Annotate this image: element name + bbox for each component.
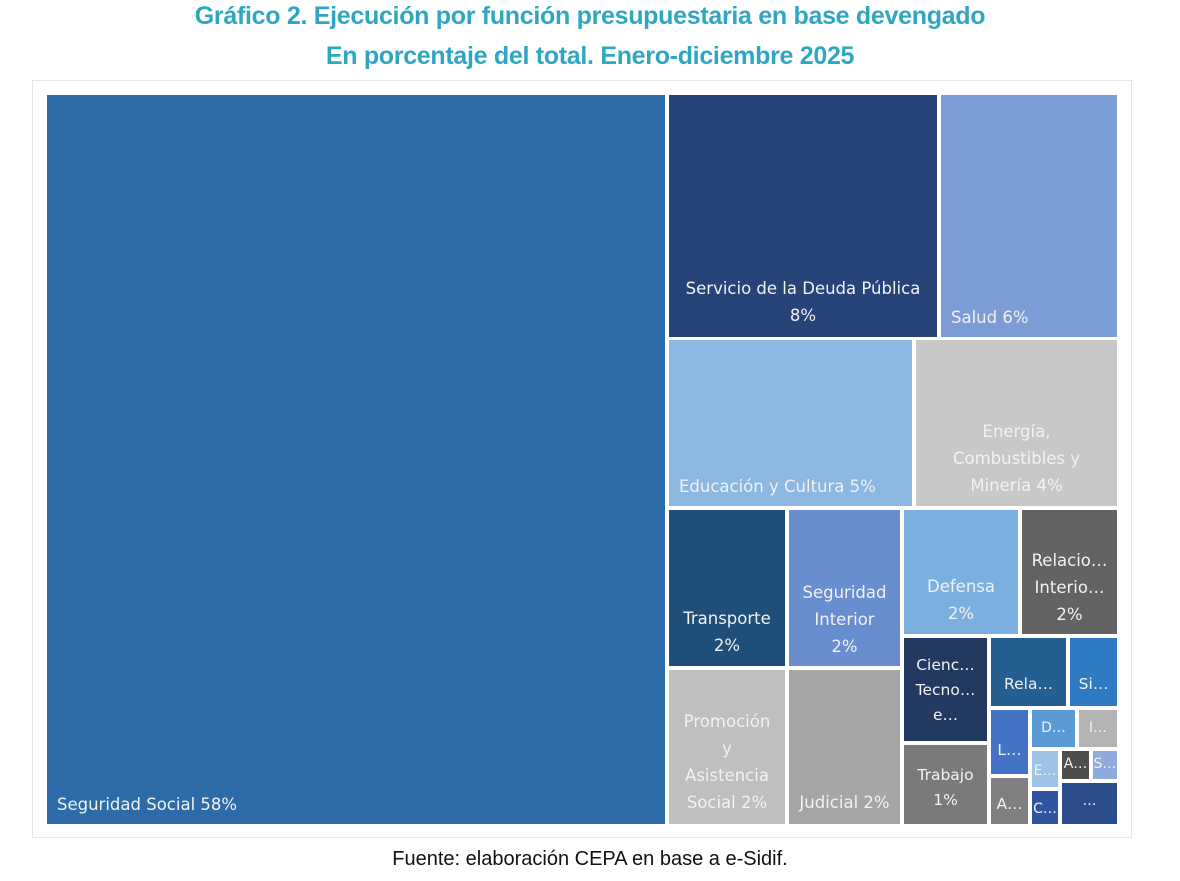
treemap-label-relaciones-interiores: Relacio… Interio… 2% [1031, 551, 1108, 624]
treemap-label-d: D… [1041, 720, 1066, 736]
treemap-label-ciencia: Cienc… Tecno… e… [915, 656, 976, 724]
treemap-cell-judicial: Judicial 2% [789, 670, 900, 824]
treemap-label-seguridad-interior: Seguridad Interior 2% [802, 583, 887, 656]
chart-title: Gráfico 2. Ejecución por función presupu… [194, 2, 986, 30]
treemap-cell-l: L… [991, 710, 1028, 774]
treemap-cell-a-grey: A… [991, 778, 1028, 824]
treemap-label-a-grey: A… [996, 795, 1023, 813]
treemap-label-l: L… [997, 741, 1022, 759]
treemap-label-si: Si… [1078, 675, 1109, 693]
treemap-label-judicial: Judicial 2% [799, 793, 890, 812]
treemap-label-educacion: Educación y Cultura 5% [679, 477, 876, 496]
treemap-label-other: … [1082, 793, 1097, 809]
treemap-cell-i: I… [1079, 710, 1117, 747]
treemap-label-promocion: Promoción y Asistencia Social 2% [683, 712, 771, 812]
treemap-cell-defensa: Defensa 2% [904, 510, 1018, 634]
treemap-cell-educacion: Educación y Cultura 5% [669, 340, 912, 506]
treemap-cell-promocion: Promoción y Asistencia Social 2% [669, 670, 785, 824]
treemap-cell-d: D… [1032, 710, 1075, 747]
treemap-cell-other: … [1062, 783, 1117, 824]
treemap-label-relaciones-exteriores: Rela… [1004, 675, 1053, 693]
treemap-cell-seguridad-interior: Seguridad Interior 2% [789, 510, 900, 666]
treemap-label-servicio-deuda: Servicio de la Deuda Pública 8% [685, 279, 921, 325]
treemap-label-seguridad-social: Seguridad Social 58% [57, 795, 238, 814]
chart-subtitle: En porcentaje del total. Enero-diciembre… [325, 42, 855, 70]
treemap-label-c: C… [1033, 801, 1057, 817]
treemap-cell-a-dark: A… [1062, 751, 1089, 779]
treemap-cell-transporte: Transporte 2% [669, 510, 785, 666]
treemap-cell-servicio-deuda: Servicio de la Deuda Pública 8% [669, 95, 937, 337]
treemap-cell-si: Si… [1070, 638, 1117, 706]
treemap-label-salud: Salud 6% [951, 308, 1029, 327]
treemap-cell-seguridad-social: Seguridad Social 58% [47, 95, 665, 824]
treemap-cell-ciencia: Cienc… Tecno… e… [904, 638, 987, 741]
treemap-label-transporte: Transporte 2% [683, 609, 771, 655]
treemap-cell-energia: Energía, Combustibles y Minería 4% [916, 340, 1117, 506]
treemap-cell-e: E… [1032, 751, 1058, 787]
treemap-cell-c: C… [1032, 791, 1058, 824]
treemap-label-a-dark: A… [1063, 756, 1088, 772]
treemap-cell-s: S… [1093, 751, 1117, 779]
treemap-label-energia: Energía, Combustibles y Minería 4% [952, 422, 1081, 495]
treemap-label-defensa: Defensa 2% [927, 577, 995, 623]
treemap-cell-trabajo: Trabajo 1% [904, 745, 987, 824]
source-note: Fuente: elaboración CEPA en base a e-Sid… [392, 848, 788, 870]
treemap-label-trabajo: Trabajo 1% [917, 766, 974, 809]
treemap-cell-relaciones-exteriores: Rela… [991, 638, 1066, 706]
treemap-label-i: I… [1088, 720, 1108, 736]
treemap-label-s: S… [1093, 756, 1117, 772]
treemap-cell-relaciones-interiores: Relacio… Interio… 2% [1022, 510, 1117, 634]
treemap-label-e: E… [1033, 763, 1057, 779]
treemap-cell-salud: Salud 6% [941, 95, 1117, 337]
